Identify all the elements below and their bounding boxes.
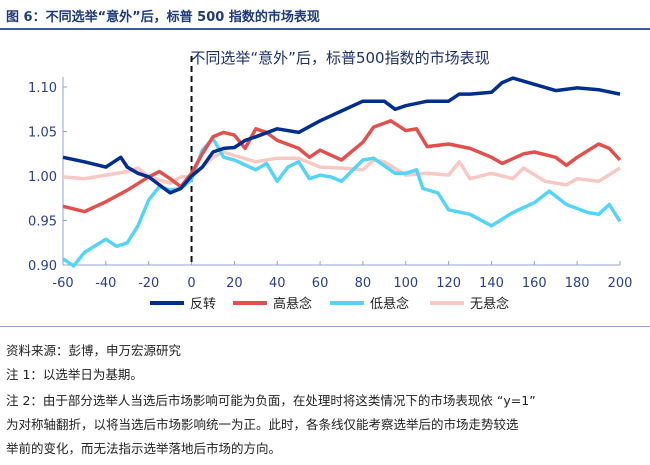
series-line-3: [62, 150, 621, 187]
y-tick-label: 0.95: [28, 215, 57, 230]
x-tick-label: 200: [608, 276, 633, 291]
y-tick-label: 1.00: [28, 170, 57, 185]
note-2-line-2: 为对称轴翻折，以将当选后市场影响统一为正。此时，各条线仅能考察选举后的市场走势较…: [6, 417, 519, 432]
x-tick-label: 40: [269, 276, 286, 291]
x-tick-label: 0: [187, 276, 195, 291]
x-tick-label: 20: [226, 276, 243, 291]
series-line-2: [62, 136, 622, 268]
legend-label-1: 高悬念: [273, 296, 312, 312]
legend-label-0: 反转: [190, 297, 216, 312]
x-tick-label: -40: [95, 276, 116, 291]
x-tick-label: 180: [565, 276, 590, 291]
y-tick-label: 0.90: [28, 259, 57, 274]
series-line-0: [62, 76, 621, 195]
chart-bottom-divider: [0, 326, 650, 327]
x-tick-label: 160: [522, 276, 547, 291]
x-tick-label: 60: [312, 276, 329, 291]
note-2-line-3: 举前的变化，而无法指示选举落地后市场的方向。: [6, 441, 282, 456]
legend-label-2: 低悬念: [370, 296, 409, 312]
x-tick-label: 80: [355, 276, 372, 291]
chart-title: 不同选举“意外”后，标普500指数的市场表现: [190, 49, 489, 67]
line-chart: 不同选举“意外”后，标普500指数的市场表现 1.10 1.05 1.00 0.95 0…: [28, 49, 633, 312]
x-tick-label: -60: [52, 276, 73, 291]
x-tick-label: 140: [479, 276, 504, 291]
y-tick-label: 1.05: [28, 126, 57, 141]
legend-label-3: 无悬念: [470, 296, 509, 312]
y-tick-label: 1.10: [28, 81, 57, 96]
x-tick-label: 120: [436, 276, 461, 291]
figure-label: 图 6：不同选举“意外”后，标普 500 指数的市场表现: [6, 10, 320, 25]
x-tick-label: -20: [138, 276, 159, 291]
x-tick-label: 100: [393, 276, 418, 291]
source-note: 资料来源：彭博，申万宏源研究: [6, 343, 182, 358]
note-2-line-1: 注 2：由于部分选举人当选后市场影响可能为负面，在处理时将这类情况下的市场表现依…: [6, 393, 536, 408]
header-divider: [0, 28, 650, 30]
series-line-1: [62, 119, 622, 214]
note-1: 注 1：以选举日为基期。: [6, 367, 143, 382]
